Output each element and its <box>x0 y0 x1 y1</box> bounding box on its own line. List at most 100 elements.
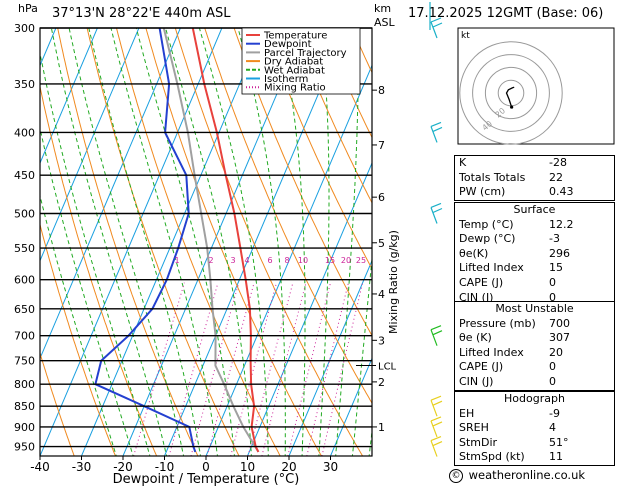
most-unstable-row: CAPE (J) 0 <box>455 360 614 375</box>
surface-value: 0 <box>549 275 556 289</box>
pressure-tick-label: 850 <box>14 400 35 413</box>
surface-value: 15 <box>549 261 563 275</box>
surface-panel: Surface Temp (°C) 12.2 Dewp (°C) -3 θe(K) 296… <box>454 202 615 307</box>
hodograph-row: StmDir 51° <box>455 436 614 451</box>
wind-barb <box>430 17 443 39</box>
hodograph-frame <box>457 27 615 145</box>
surface-label: CAPE (J) <box>459 275 504 289</box>
hodograph-table-title: Hodograph <box>504 392 565 405</box>
hodograph-panel: Hodograph EH -9 SREH 4 StmDir 51° StmSpd (kt) 1… <box>454 391 615 466</box>
km-label: km <box>374 2 391 15</box>
asl-label: ASL <box>374 16 396 29</box>
km-tick-label: 2 <box>378 376 385 389</box>
isotherm-line <box>40 28 181 360</box>
mixing-ratio-axis-title: Mixing Ratio (g/kg) <box>387 230 400 334</box>
mixing-ratio-label: 20 <box>341 256 351 265</box>
x-tick-label: 10 <box>240 460 255 474</box>
hodograph-storm-marker <box>510 105 514 109</box>
hodograph-label: StmSpd (kt) <box>459 450 525 464</box>
pressure-tick-label: 800 <box>14 378 35 391</box>
legend-box <box>241 27 361 95</box>
hpa-label: hPa <box>18 2 38 15</box>
wind-barb <box>430 395 443 417</box>
dry-adiabat-line <box>233 28 372 337</box>
mixing-ratio-line <box>168 282 219 456</box>
most-unstable-title: Most Unstable <box>495 302 574 315</box>
legend-label: Dry Adiabat <box>264 57 323 68</box>
most-unstable-value: 0 <box>549 374 556 388</box>
km-tick-label: 5 <box>378 237 385 250</box>
x-tick-label: 20 <box>281 460 296 474</box>
most-unstable-label: Lifted Index <box>459 345 524 359</box>
mixing-ratio-line <box>261 282 307 456</box>
index-label: K <box>459 156 467 169</box>
hodograph-ring <box>472 54 550 132</box>
hodograph-kt-label: kt <box>461 31 470 41</box>
mixing-ratio-label: 1 <box>174 256 179 265</box>
most-unstable-panel: Most Unstable Pressure (mb) 700 θe (K) 307 L… <box>454 301 615 391</box>
surface-value: -3 <box>549 232 560 246</box>
index-value: 22 <box>549 170 563 184</box>
copyright-text: weatheronline.co.uk <box>468 468 586 482</box>
wind-barb <box>430 202 443 224</box>
mixing-ratio-label: 8 <box>284 256 289 265</box>
dry-adiabat-line <box>40 84 158 456</box>
dry-adiabat-line <box>40 351 75 456</box>
hodograph-value: 4 <box>549 421 556 435</box>
most-unstable-row: Lifted Index 20 <box>455 346 614 361</box>
lcl-label: LCL <box>378 362 397 373</box>
pressure-tick-label: 700 <box>14 330 35 343</box>
x-tick-label: 0 <box>202 460 210 474</box>
surface-row: CAPE (J) 0 <box>455 276 614 291</box>
wet-adiabat-line <box>40 126 134 456</box>
pressure-tick-label: 900 <box>14 421 35 434</box>
km-tick-label: 3 <box>378 334 385 347</box>
dry-adiabat-line <box>263 28 372 270</box>
pressure-tick-label: 750 <box>14 355 35 368</box>
km-tick-label: 8 <box>378 84 385 97</box>
parcel-trajectory-line <box>162 28 260 453</box>
hodograph-trace <box>505 86 515 108</box>
surface-value: 296 <box>549 246 570 260</box>
surface-title: Surface <box>513 203 556 216</box>
mixing-ratio-label: 15 <box>325 256 335 265</box>
x-tick-label: -30 <box>72 460 92 474</box>
wind-barb <box>430 121 443 143</box>
legend-label: Wet Adiabat <box>264 65 325 76</box>
pressure-tick-label: 600 <box>14 274 35 287</box>
mixing-ratio-line <box>247 282 294 456</box>
indices-panel: K -28 Totals Totals 22 PW (cm) 0.43 <box>454 155 615 201</box>
mixing-ratio-label: 2 <box>208 256 213 265</box>
pressure-tick-label: 550 <box>14 242 35 255</box>
surface-row: Dewp (°C) -3 <box>455 232 614 247</box>
dry-adiabat-line <box>204 28 372 405</box>
km-tick-label: 7 <box>378 139 385 152</box>
wet-adiabat-line <box>88 28 202 456</box>
km-tick-label: 1 <box>378 421 385 434</box>
most-unstable-value: 700 <box>549 316 570 330</box>
x-tick-label: -10 <box>155 460 175 474</box>
x-tick-label: -40 <box>30 460 50 474</box>
wet-adiabat-line <box>110 28 219 456</box>
isotherm-line <box>0 28 14 456</box>
hodograph-value: -9 <box>549 406 560 420</box>
copyright-icon: © <box>449 468 463 483</box>
surface-label: Lifted Index <box>459 261 524 275</box>
surface-row: Temp (°C) 12.2 <box>455 218 614 233</box>
index-row: PW (cm) 0.43 <box>455 185 614 200</box>
pressure-tick-label: 450 <box>14 169 35 182</box>
hodograph-row: StmSpd (kt) 11 <box>455 450 614 465</box>
hodograph-row: EH -9 <box>455 407 614 422</box>
mixing-ratio-line <box>133 282 185 456</box>
index-row: Totals Totals 22 <box>455 171 614 186</box>
pressure-tick-label: 350 <box>14 78 35 91</box>
hodograph-label: StmDir <box>459 435 498 449</box>
mixing-ratio-line <box>306 282 349 456</box>
surface-label: Temp (°C) <box>459 217 514 231</box>
isotherm-line <box>81 28 264 456</box>
dry-adiabat-line <box>57 28 199 456</box>
most-unstable-value: 20 <box>549 345 563 359</box>
x-axis-title: Dewpoint / Temperature (°C) <box>113 472 300 486</box>
